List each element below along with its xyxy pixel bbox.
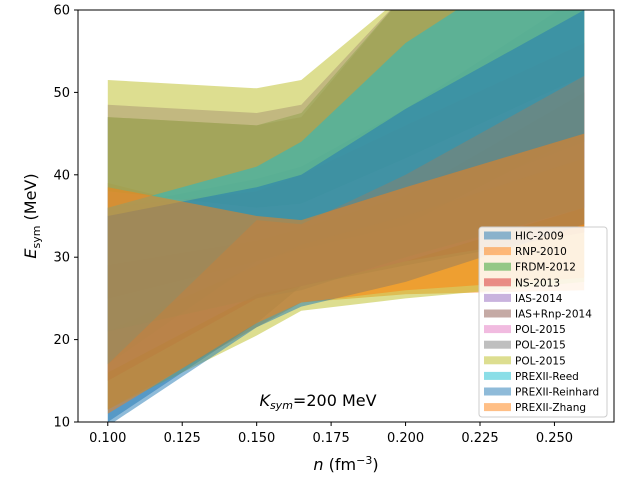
legend-swatch-7 xyxy=(484,340,511,349)
legend-label-1: RNP-2010 xyxy=(515,246,567,258)
y-tick-label-2: 30 xyxy=(53,251,70,266)
legend-label-7: POL-2015 xyxy=(515,340,566,352)
legend-swatch-8 xyxy=(484,356,511,365)
y-tick-label-4: 50 xyxy=(53,86,70,101)
legend-label-5: IAS+Rnp-2014 xyxy=(515,309,592,321)
x-tick-label-6: 0.250 xyxy=(536,431,573,446)
legend-swatch-1 xyxy=(484,247,511,256)
x-tick-label-2: 0.150 xyxy=(238,431,275,446)
legend-label-8: POL-2015 xyxy=(515,355,566,367)
x-axis-label: n (fm−3) xyxy=(313,454,378,474)
legend-label-3: NS-2013 xyxy=(515,277,560,289)
legend-swatch-5 xyxy=(484,309,511,318)
ticks-layer: 0.100 0.125 0.150 0.175 0.200 0.225 0.250 10 20 3… xyxy=(53,4,573,447)
x-tick-label-3: 0.175 xyxy=(313,431,350,446)
x-tick-label-1: 0.125 xyxy=(164,431,201,446)
y-tick-label-5: 60 xyxy=(53,4,70,19)
legend-box xyxy=(478,226,608,418)
legend-swatch-11 xyxy=(484,403,511,412)
y-tick-label-3: 40 xyxy=(53,168,70,183)
x-tick-label-0: 0.100 xyxy=(89,431,126,446)
legend-label-4: IAS-2014 xyxy=(515,293,563,305)
x-tick-label-5: 0.225 xyxy=(461,431,498,446)
legend-label-10: PREXII-Reinhard xyxy=(515,387,599,399)
legend-swatch-3 xyxy=(484,278,511,287)
y-tick-label-0: 10 xyxy=(53,416,70,431)
legend-swatch-4 xyxy=(484,293,511,302)
legend: HIC-2009 RNP-2010 FRDM-2012 NS-2013 IAS-2014… xyxy=(478,226,608,418)
legend-swatch-2 xyxy=(484,262,511,271)
x-tick-label-4: 0.200 xyxy=(387,431,424,446)
annotation: Ksym=200 MeV xyxy=(259,391,376,412)
legend-swatch-6 xyxy=(484,325,511,334)
y-axis-label: Esym (MeV) xyxy=(21,173,43,258)
legend-label-6: POL-2015 xyxy=(515,324,566,336)
legend-label-9: PREXII-Reed xyxy=(515,371,579,383)
y-tick-label-1: 20 xyxy=(53,333,70,348)
legend-label-2: FRDM-2012 xyxy=(515,262,576,274)
legend-label-0: HIC-2009 xyxy=(515,231,564,243)
legend-swatch-9 xyxy=(484,371,511,380)
plot-frame xyxy=(77,9,615,423)
legend-swatch-10 xyxy=(484,387,511,396)
bands-layer xyxy=(107,10,585,422)
legend-swatch-0 xyxy=(484,231,511,240)
legend-label-11: PREXII-Zhang xyxy=(515,402,586,414)
band-11 xyxy=(107,133,585,414)
